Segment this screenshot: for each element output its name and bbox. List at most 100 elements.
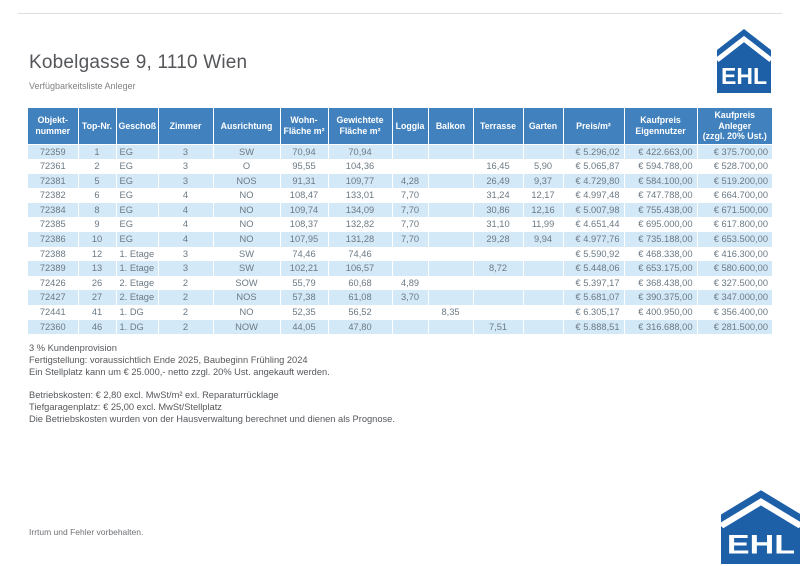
- table-row: 72427 27 2. Etage 2 NOS 57,38 61,08 3,70 € 5.681…: [28, 290, 772, 306]
- table-row: 72361 2 EG 3 O 95,55 104,36 16,45 5,90 € 5.065,87…: [28, 159, 772, 174]
- cell-zimmer: 2: [158, 305, 214, 320]
- cell-kp_anleger: € 580.600,00: [697, 261, 772, 276]
- cell-gew_flaeche: 60,68: [328, 275, 393, 291]
- cell-wohnflaeche: 91,31: [280, 173, 329, 189]
- cell-balkon: [428, 217, 474, 233]
- cell-preis_m2: € 5.681,07: [563, 290, 625, 306]
- col-header-geschoss: Geschoß: [116, 108, 159, 145]
- cell-terrasse: 29,28: [473, 232, 524, 247]
- cell-wohnflaeche: 95,55: [280, 159, 329, 174]
- cell-kp_anleger: € 281.500,00: [697, 319, 772, 335]
- cell-balkon: [428, 246, 474, 262]
- col-header-objektnummer: Objekt- nummer: [28, 108, 79, 145]
- cell-balkon: [428, 159, 474, 174]
- cell-gew_flaeche: 132,82: [328, 217, 393, 233]
- cell-preis_m2: € 5.296,02: [563, 144, 625, 160]
- table-row: 72385 9 EG 4 NO 108,37 132,82 7,70 31,10 11,99 € 4…: [28, 217, 772, 233]
- table-row: 72426 26 2. Etage 2 SOW 55,79 60,68 4,89 € 5.397…: [28, 275, 772, 291]
- cell-kp_anleger: € 528.700,00: [697, 159, 772, 174]
- cell-gew_flaeche: 70,94: [328, 144, 393, 160]
- cell-kp_eigennutzer: € 594.788,00: [624, 159, 698, 174]
- col-header-garten: Garten: [523, 108, 564, 145]
- notes-block-2: Betriebskosten: € 2,80 excl. MwSt/m² exl…: [29, 390, 395, 425]
- col-header-ausrichtung: Ausrichtung: [213, 108, 281, 145]
- cell-geschoss: EG: [116, 173, 159, 189]
- col-header-preis_m2: Preis/m²: [563, 108, 625, 145]
- cell-zimmer: 3: [158, 173, 214, 189]
- roof-line: [717, 35, 771, 62]
- table-row: 72441 41 1. DG 2 NO 52,35 56,52 8,35 € 6.305,17 €…: [28, 305, 772, 320]
- cell-kp_eigennutzer: € 468.338,00: [624, 246, 698, 262]
- cell-ausrichtung: NO: [213, 232, 281, 247]
- cell-garten: 11,99: [523, 217, 564, 233]
- cell-balkon: [428, 173, 474, 189]
- cell-top_nr: 12: [78, 246, 117, 262]
- disclaimer-text: Irrtum und Fehler vorbehalten.: [29, 527, 144, 537]
- cell-loggia: [392, 246, 429, 262]
- cell-geschoss: 2. Etage: [116, 275, 159, 291]
- cell-top_nr: 2: [78, 159, 117, 174]
- page-title: Kobelgasse 9, 1110 Wien: [29, 52, 248, 73]
- cell-ausrichtung: NO: [213, 305, 281, 320]
- cell-garten: [523, 275, 564, 291]
- cell-terrasse: [473, 290, 524, 306]
- cell-balkon: [428, 144, 474, 160]
- note-line: Die Betriebskosten wurden von der Hausve…: [29, 413, 395, 424]
- cell-gew_flaeche: 133,01: [328, 188, 393, 203]
- cell-gew_flaeche: 61,08: [328, 290, 393, 306]
- note-line: Fertigstellung: voraussichtlich Ende 202…: [29, 354, 308, 365]
- cell-geschoss: 1. DG: [116, 305, 159, 320]
- cell-terrasse: [473, 305, 524, 320]
- table-row: 72360 46 1. DG 2 NOW 44,05 47,80 7,51 € 5.888,51…: [28, 319, 772, 335]
- cell-loggia: 7,70: [392, 202, 429, 218]
- cell-kp_anleger: € 375.700,00: [697, 144, 772, 160]
- col-header-gew_flaeche: Gewichtete Fläche m²: [328, 108, 393, 145]
- cell-loggia: [392, 159, 429, 174]
- cell-balkon: [428, 202, 474, 218]
- table-row: 72359 1 EG 3 SW 70,94 70,94 € 5.296,02 € 422.663…: [28, 144, 772, 160]
- cell-geschoss: EG: [116, 202, 159, 218]
- cell-gew_flaeche: 131,28: [328, 232, 393, 247]
- cell-preis_m2: € 4.977,76: [563, 232, 625, 247]
- cell-preis_m2: € 4.729,80: [563, 173, 625, 189]
- cell-wohnflaeche: 102,21: [280, 261, 329, 276]
- cell-top_nr: 13: [78, 261, 117, 276]
- table-header-row: Objekt- nummer Top-Nr. Geschoß Zimmer Ausric…: [28, 108, 772, 145]
- cell-ausrichtung: NOS: [213, 173, 281, 189]
- cell-geschoss: 1. DG: [116, 319, 159, 335]
- cell-gew_flaeche: 56,52: [328, 305, 393, 320]
- col-header-kp_anleger: Kaufpreis Anleger (zzgl. 20% Ust.): [697, 108, 772, 145]
- cell-top_nr: 8: [78, 202, 117, 218]
- cell-objektnummer: 72386: [28, 232, 79, 247]
- cell-top_nr: 27: [78, 290, 117, 306]
- cell-loggia: 7,70: [392, 232, 429, 247]
- house-logo-icon: EHL: [717, 29, 771, 93]
- cell-balkon: [428, 275, 474, 291]
- cell-geschoss: EG: [116, 144, 159, 160]
- cell-preis_m2: € 5.007,98: [563, 202, 625, 218]
- cell-terrasse: 30,86: [473, 202, 524, 218]
- cell-wohnflaeche: 44,05: [280, 319, 329, 335]
- col-header-zimmer: Zimmer: [158, 108, 214, 145]
- cell-kp_anleger: € 416.300,00: [697, 246, 772, 262]
- cell-kp_eigennutzer: € 584.100,00: [624, 173, 698, 189]
- cell-zimmer: 2: [158, 319, 214, 335]
- roof-line: [721, 498, 800, 529]
- cell-gew_flaeche: 106,57: [328, 261, 393, 276]
- cell-objektnummer: 72359: [28, 144, 79, 160]
- top-divider: [18, 13, 782, 14]
- cell-garten: [523, 246, 564, 262]
- note-line: Ein Stellplatz kann um € 25.000,- netto …: [29, 366, 330, 377]
- col-header-balkon: Balkon: [428, 108, 474, 145]
- table-row: 72386 10 EG 4 NO 107,95 131,28 7,70 29,28 9,94 € 4…: [28, 232, 772, 247]
- cell-garten: [523, 305, 564, 320]
- cell-kp_eigennutzer: € 695.000,00: [624, 217, 698, 233]
- availability-table: Objekt- nummer Top-Nr. Geschoß Zimmer Ausric…: [28, 108, 772, 335]
- cell-preis_m2: € 5.888,51: [563, 319, 625, 335]
- cell-gew_flaeche: 47,80: [328, 319, 393, 335]
- cell-balkon: [428, 261, 474, 276]
- cell-garten: [523, 261, 564, 276]
- cell-geschoss: 1. Etage: [116, 261, 159, 276]
- cell-preis_m2: € 5.065,87: [563, 159, 625, 174]
- cell-ausrichtung: O: [213, 159, 281, 174]
